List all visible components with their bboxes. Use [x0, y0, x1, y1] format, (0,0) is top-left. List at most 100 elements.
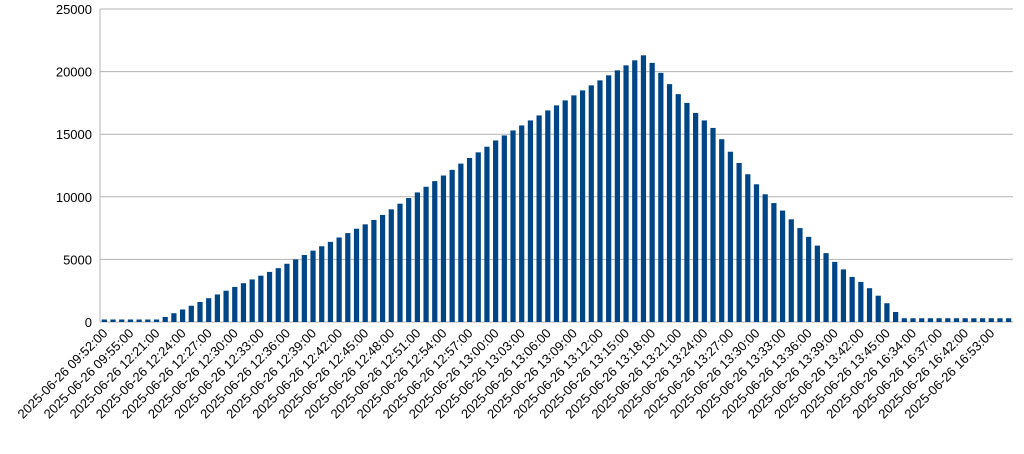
bar	[858, 281, 864, 322]
y-tick-label: 25000	[56, 2, 92, 17]
bar	[797, 228, 803, 322]
bar	[849, 276, 855, 322]
bar	[293, 259, 299, 322]
bar	[345, 233, 351, 322]
bar	[936, 318, 942, 322]
bar	[501, 135, 507, 322]
bar	[840, 269, 847, 322]
bar	[806, 236, 812, 322]
y-tick-label: 20000	[56, 65, 92, 80]
bar	[675, 94, 681, 322]
y-tick-label: 5000	[63, 252, 92, 267]
bar	[545, 110, 551, 322]
bar	[866, 288, 873, 322]
bar	[440, 175, 447, 322]
bar	[658, 72, 664, 323]
y-tick-label: 0	[85, 315, 92, 330]
bar	[258, 275, 264, 322]
bar	[475, 152, 481, 322]
bar	[666, 84, 673, 323]
bar	[171, 313, 177, 322]
bar	[597, 80, 603, 322]
bar	[458, 163, 464, 322]
bar	[814, 245, 820, 322]
bar	[414, 192, 420, 322]
y-tick-label: 15000	[56, 127, 92, 142]
bar	[745, 174, 751, 322]
bar	[388, 209, 394, 322]
bar	[788, 219, 794, 322]
bar	[684, 102, 690, 323]
bar	[127, 319, 134, 322]
bar	[588, 85, 594, 322]
bar	[275, 268, 281, 322]
bar	[693, 112, 699, 322]
bar	[649, 62, 655, 322]
bar	[945, 318, 951, 322]
bar	[319, 246, 325, 322]
bar	[571, 95, 577, 322]
bar	[449, 169, 455, 322]
bar	[406, 198, 412, 322]
bar	[884, 303, 890, 322]
bar	[519, 125, 525, 322]
bar	[832, 261, 838, 322]
bar	[284, 263, 290, 322]
bar	[240, 283, 247, 322]
bar	[119, 319, 125, 322]
bar	[527, 120, 534, 322]
bar	[353, 228, 360, 322]
bar	[910, 318, 916, 322]
bar	[927, 318, 934, 322]
bar	[301, 255, 307, 322]
bar	[162, 316, 168, 322]
bar	[971, 318, 977, 322]
bar	[1006, 318, 1012, 322]
bar	[232, 286, 238, 322]
bar	[771, 203, 777, 322]
bar	[379, 214, 386, 322]
bar	[727, 151, 734, 322]
bar	[397, 203, 403, 322]
bar	[962, 318, 968, 322]
bar	[901, 318, 907, 322]
bar	[919, 318, 925, 322]
bar	[553, 105, 560, 323]
bar	[327, 241, 334, 322]
bar	[640, 55, 647, 322]
bar	[823, 253, 829, 322]
bar	[214, 294, 220, 322]
bar	[423, 186, 429, 322]
y-tick-label: 10000	[56, 190, 92, 205]
bar	[875, 295, 881, 322]
bar	[153, 319, 160, 322]
bar	[223, 290, 229, 322]
bar	[979, 318, 986, 322]
bar	[632, 60, 638, 322]
bar	[701, 120, 707, 322]
bar	[101, 319, 107, 322]
bar	[953, 318, 960, 322]
bar	[197, 301, 203, 322]
bar	[493, 140, 499, 322]
bar	[466, 157, 473, 322]
bar	[371, 219, 377, 322]
bar	[779, 210, 786, 322]
bar	[145, 319, 151, 322]
bar	[614, 70, 620, 323]
bar	[988, 318, 994, 322]
bar	[110, 319, 116, 322]
bar	[179, 309, 186, 322]
bar	[362, 224, 368, 322]
bar	[266, 271, 273, 322]
bar	[606, 75, 612, 322]
bar	[719, 139, 725, 322]
bar	[484, 146, 490, 322]
bar	[710, 127, 716, 322]
bar	[736, 162, 742, 322]
bar	[432, 181, 438, 322]
bar	[893, 311, 899, 322]
bar	[762, 194, 768, 322]
bar	[206, 298, 212, 322]
